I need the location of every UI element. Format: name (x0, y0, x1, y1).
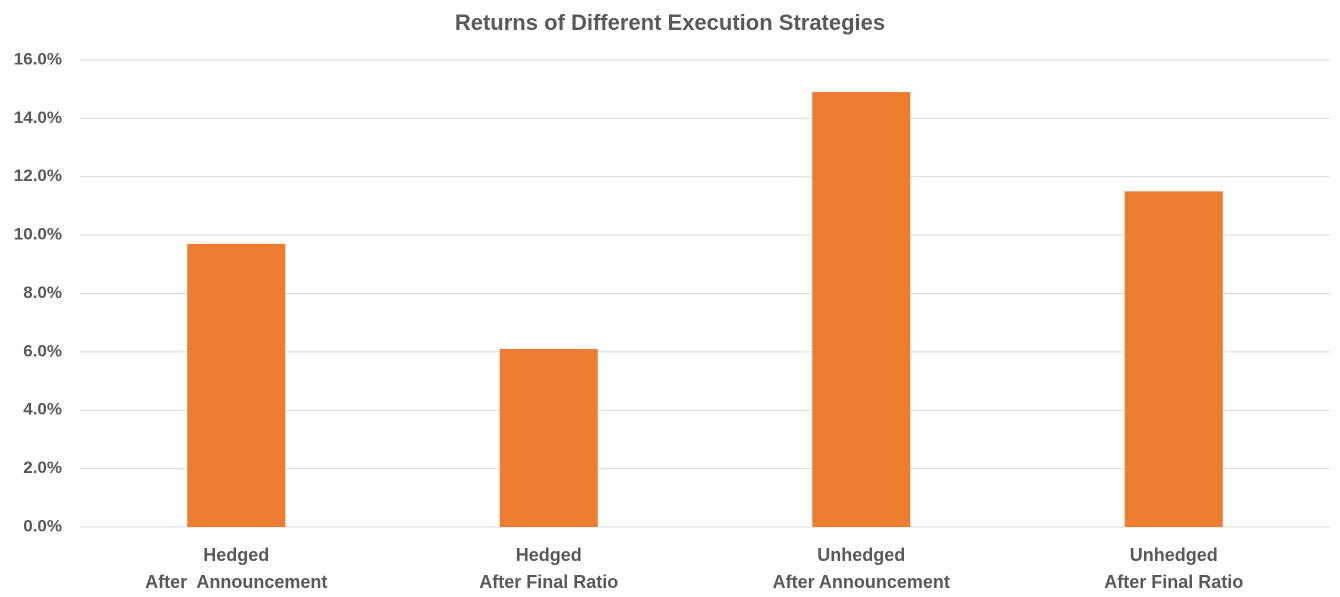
x-tick-label: Hedged (203, 545, 269, 565)
x-tick-label: After Announcement (145, 572, 327, 592)
x-tick-label: After Final Ratio (479, 572, 618, 592)
bar (187, 243, 286, 527)
bar (812, 92, 911, 527)
x-tick-label: After Final Ratio (1104, 572, 1243, 592)
y-tick-label: 4.0% (23, 400, 62, 419)
y-tick-label: 0.0% (23, 516, 62, 535)
x-tick-label: Unhedged (817, 545, 905, 565)
y-tick-label: 6.0% (23, 341, 62, 360)
y-tick-label: 12.0% (14, 166, 62, 185)
bar (1124, 191, 1223, 527)
y-tick-label: 8.0% (23, 283, 62, 302)
y-tick-label: 10.0% (14, 225, 62, 244)
chart-title: Returns of Different Execution Strategie… (455, 10, 885, 35)
x-tick-label: After Announcement (773, 572, 950, 592)
x-tick-label: Hedged (516, 545, 582, 565)
y-tick-label: 14.0% (14, 108, 62, 127)
y-tick-label: 16.0% (14, 49, 62, 68)
x-tick-label: Unhedged (1130, 545, 1218, 565)
y-tick-label: 2.0% (23, 458, 62, 477)
bar (499, 348, 598, 527)
